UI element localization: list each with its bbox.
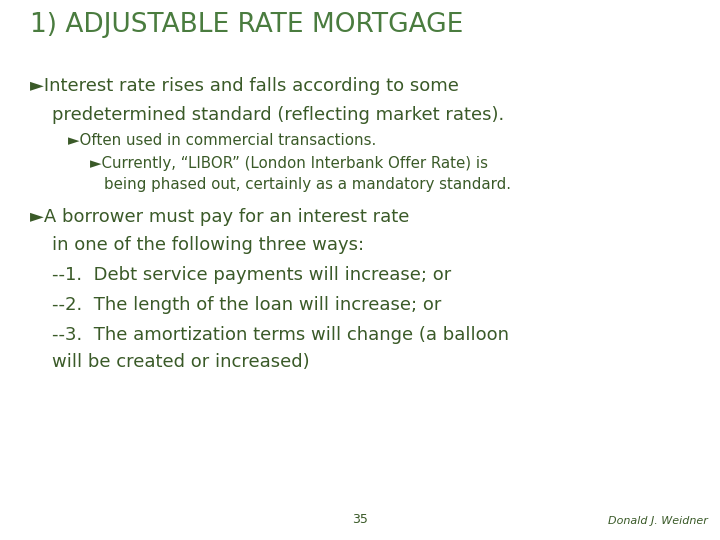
Text: will be created or increased): will be created or increased) bbox=[52, 353, 310, 371]
Text: --3.  The amortization terms will change (a balloon: --3. The amortization terms will change … bbox=[52, 326, 509, 344]
Text: Donald J. Weidner: Donald J. Weidner bbox=[608, 516, 708, 526]
Text: 1) ADJUSTABLE RATE MORTGAGE: 1) ADJUSTABLE RATE MORTGAGE bbox=[30, 12, 463, 38]
Text: predetermined standard (reflecting market rates).: predetermined standard (reflecting marke… bbox=[52, 106, 504, 124]
Text: --1.  Debt service payments will increase; or: --1. Debt service payments will increase… bbox=[52, 266, 451, 284]
Text: --2.  The length of the loan will increase; or: --2. The length of the loan will increas… bbox=[52, 296, 441, 314]
Text: ►Often used in commercial transactions.: ►Often used in commercial transactions. bbox=[68, 133, 377, 148]
Text: being phased out, certainly as a mandatory standard.: being phased out, certainly as a mandato… bbox=[104, 177, 511, 192]
Text: in one of the following three ways:: in one of the following three ways: bbox=[52, 236, 364, 254]
Text: ►A borrower must pay for an interest rate: ►A borrower must pay for an interest rat… bbox=[30, 208, 415, 226]
Text: ►Currently, “LIBOR” (London Interbank Offer Rate) is: ►Currently, “LIBOR” (London Interbank Of… bbox=[90, 156, 488, 171]
Text: ►Interest rate rises and falls according to some: ►Interest rate rises and falls according… bbox=[30, 77, 459, 95]
Text: increase: increase bbox=[0, 539, 1, 540]
Text: 35: 35 bbox=[352, 513, 368, 526]
Text: ►A borrower must pay for an interest rate: ►A borrower must pay for an interest rat… bbox=[0, 539, 1, 540]
